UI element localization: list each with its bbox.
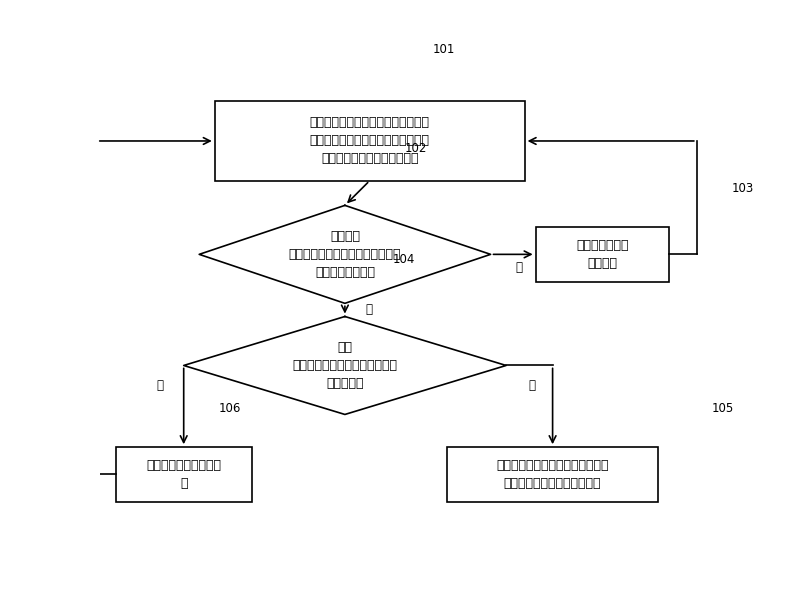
Text: 102: 102 bbox=[405, 142, 427, 155]
Text: 触摸屏设备在触摸屏被锁住的状态下
获取用户输入的接触信息，其中接触
信息包括接触坐标和操作信息: 触摸屏设备在触摸屏被锁住的状态下 获取用户输入的接触信息，其中接触 信息包括接触… bbox=[310, 117, 430, 166]
Text: 是: 是 bbox=[365, 303, 372, 316]
Polygon shape bbox=[199, 206, 490, 303]
Bar bbox=[447, 447, 658, 502]
Polygon shape bbox=[184, 316, 506, 415]
Text: 提示用户正确的
操作方法: 提示用户正确的 操作方法 bbox=[576, 239, 629, 270]
Text: 103: 103 bbox=[732, 182, 754, 195]
Text: 104: 104 bbox=[393, 253, 415, 266]
Text: 101: 101 bbox=[433, 42, 455, 55]
Text: 根据
操作信息判断是否符合预先设定
的操作手势: 根据 操作信息判断是否符合预先设定 的操作手势 bbox=[293, 341, 398, 390]
Text: 否: 否 bbox=[157, 379, 164, 392]
Text: 是: 是 bbox=[529, 379, 536, 392]
Bar bbox=[535, 227, 669, 282]
Text: 提示用户正确的操作手
势: 提示用户正确的操作手 势 bbox=[146, 459, 221, 490]
Text: 否: 否 bbox=[515, 262, 522, 274]
Text: 106: 106 bbox=[219, 402, 242, 415]
Text: 打开与接触坐标对应的应用程序或
者触发与接触坐标对应的事件: 打开与接触坐标对应的应用程序或 者触发与接触坐标对应的事件 bbox=[496, 459, 609, 490]
Bar bbox=[214, 101, 525, 181]
Bar bbox=[115, 447, 252, 502]
Text: 105: 105 bbox=[712, 402, 734, 415]
Text: 根据接触
坐标判断是否有与接触坐标对应的
应用程序或者事件: 根据接触 坐标判断是否有与接触坐标对应的 应用程序或者事件 bbox=[289, 230, 401, 279]
